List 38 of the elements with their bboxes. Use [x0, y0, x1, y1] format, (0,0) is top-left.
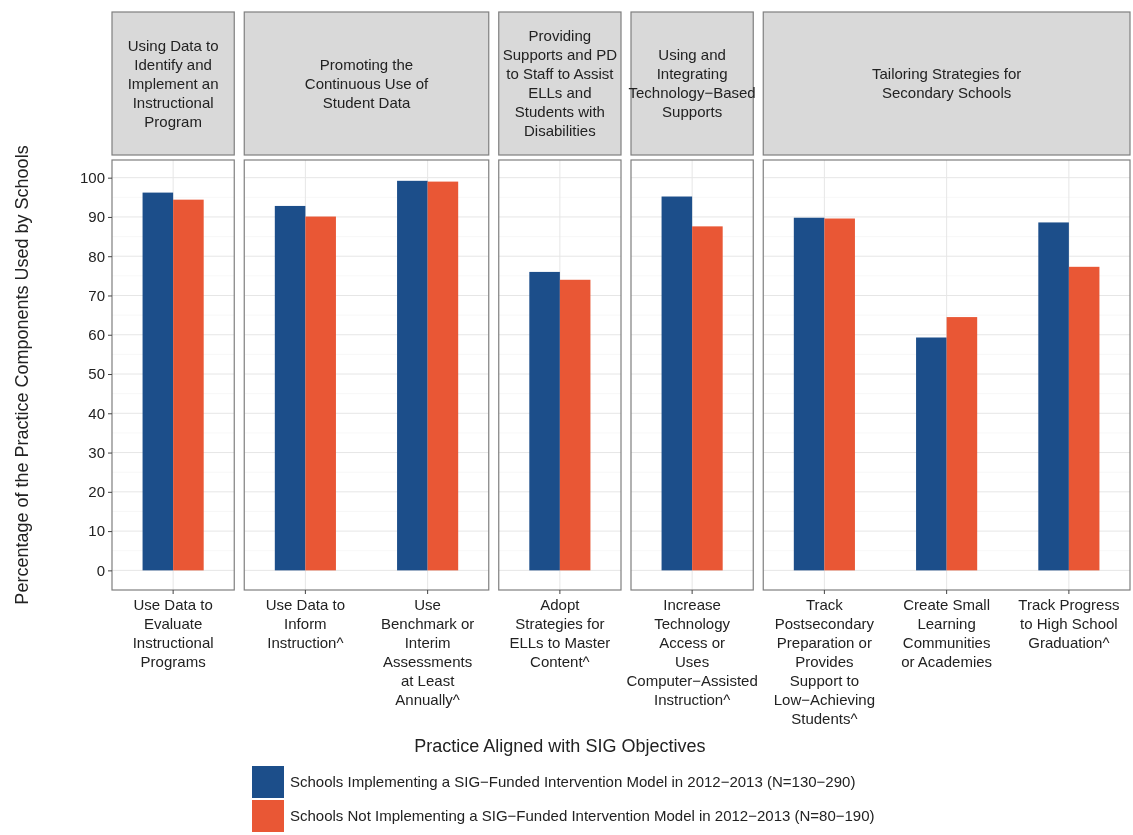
bar	[824, 218, 855, 571]
chart-title: Providing Supports and PD to Staff to Assist ELLs and Students with Disabilities	[502, 27, 618, 139]
legend-label: Schools Implementing a SIG−Funded Intervention Model in 2012−2013 (N=130−290)	[290, 773, 856, 790]
y-tick-label: 50	[88, 365, 105, 383]
y-axis-title: Percentage of the Practice Components Used by Schools	[12, 145, 32, 605]
x-tick-label: Use Benchmark or Interim Assessments at Least Annually^	[380, 596, 475, 708]
bar	[274, 205, 306, 571]
x-tick-label: Use Data to Inform Instruction^	[265, 596, 345, 651]
x-tick-label: Track Postsecondary Preparation or Provides Support to Low−Achieving Students^	[773, 596, 876, 727]
x-tick-label: Create Small Learning Communities or Academies	[901, 596, 993, 670]
y-tick-label: 20	[88, 483, 105, 501]
y-tick-label: 90	[88, 208, 105, 226]
x-tick-label: Use Data to Evaluate Instructional Programs	[132, 596, 214, 670]
y-tick-label: 40	[88, 404, 105, 422]
y-tick-label: 0	[96, 561, 105, 579]
x-tick-label: Increase Technology Access or Uses Computer−Assisted Instruction^	[626, 596, 758, 708]
bar	[305, 216, 336, 571]
x-axis-title: Practice Aligned with SIG Objectives	[414, 736, 706, 756]
chart-title: Using and Integrating Technology−Based Supports	[628, 46, 756, 120]
y-tick-label: 70	[88, 286, 105, 304]
x-tick-label: Adopt Strategies for ELLs to Master Content^	[509, 596, 611, 670]
y-tick-label: 100	[79, 168, 105, 186]
chart-title: Using Data to Identify and Implement an Instructional Program	[127, 36, 219, 130]
x-tick-label: Track Progress to High School Graduation^	[1018, 596, 1120, 651]
legend-label: Schools Not Implementing a SIG−Funded Intervention Model in 2012−2013 (N=80−190)	[290, 807, 875, 824]
y-tick-label: 80	[88, 247, 105, 265]
y-tick-label: 30	[88, 443, 105, 461]
y-tick-label: 60	[88, 326, 105, 344]
bar	[946, 317, 978, 571]
bar	[1068, 266, 1100, 571]
bar	[397, 180, 428, 571]
chart-title: Tailoring Strategies for Secondary Schools	[872, 65, 1022, 101]
bar	[793, 217, 825, 571]
chart-title: Promoting the Continuous Use of Student Data	[304, 55, 430, 111]
y-tick-label: 10	[88, 522, 105, 540]
bar	[427, 181, 459, 571]
bar	[1038, 222, 1069, 571]
bar	[916, 337, 947, 571]
